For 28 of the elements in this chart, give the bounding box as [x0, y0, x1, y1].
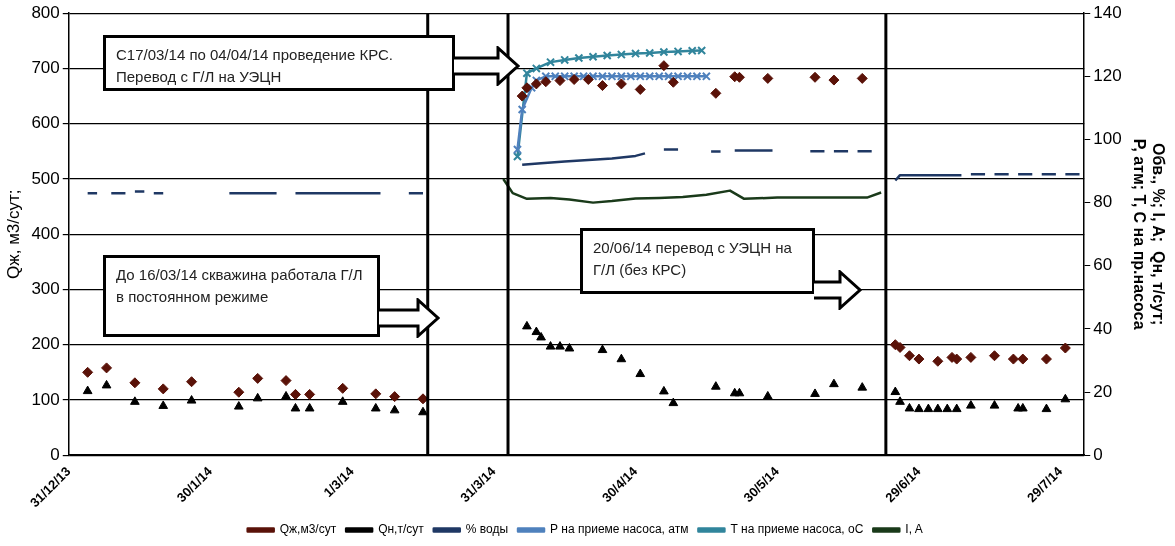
- y2-tick-label: 120: [1093, 66, 1122, 86]
- y-tick-label: 800: [31, 2, 60, 22]
- annotation: С17/03/14 по 04/04/14 проведение КРС. Перевод с Г/Л на УЭЦН: [103, 35, 455, 91]
- y2-tick-label: 100: [1093, 129, 1122, 149]
- legend-label: Т на приеме насоса, оС: [730, 522, 864, 537]
- y2-axis-title: Обв., %; I, A; Qн, т/сут; Р, атм; Т, С на пр.насоса: [1130, 138, 1167, 330]
- y-tick-label: 100: [31, 389, 60, 409]
- y-tick-label: 500: [31, 168, 60, 188]
- legend-label: Qн,т/сут: [378, 522, 425, 537]
- y2-tick-label: 40: [1093, 318, 1113, 338]
- y-tick-label: 700: [31, 58, 60, 78]
- y-tick-label: 600: [31, 113, 60, 133]
- y-tick-label: 400: [31, 223, 60, 243]
- legend-label: I, A: [905, 522, 923, 537]
- legend-label: Р на приеме насоса, атм: [550, 522, 689, 537]
- y2-tick-label: 140: [1093, 2, 1122, 22]
- y2-tick-label: 0: [1093, 444, 1103, 464]
- y2-tick-label: 60: [1093, 255, 1113, 275]
- y2-tick-label: 80: [1093, 192, 1113, 212]
- y-tick-label: 0: [50, 444, 60, 464]
- legend-label: % воды: [465, 522, 509, 537]
- annotation: 20/06/14 перевод с УЭЦН на Г/Л (без КРС): [580, 228, 815, 294]
- annotation: До 16/03/14 скважина работала Г/Л в постоянном режиме: [103, 255, 380, 337]
- y-axis-title: Qж, м3/сут;: [3, 189, 23, 279]
- y-tick-label: 300: [31, 279, 60, 299]
- y-tick-label: 200: [31, 334, 60, 354]
- legend-label: Qж,м3/сут: [279, 522, 337, 537]
- y2-tick-label: 20: [1093, 381, 1113, 401]
